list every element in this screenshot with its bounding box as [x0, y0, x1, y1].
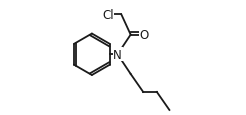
Text: O: O [140, 29, 149, 42]
Text: N: N [113, 48, 122, 61]
Text: Cl: Cl [102, 9, 114, 22]
